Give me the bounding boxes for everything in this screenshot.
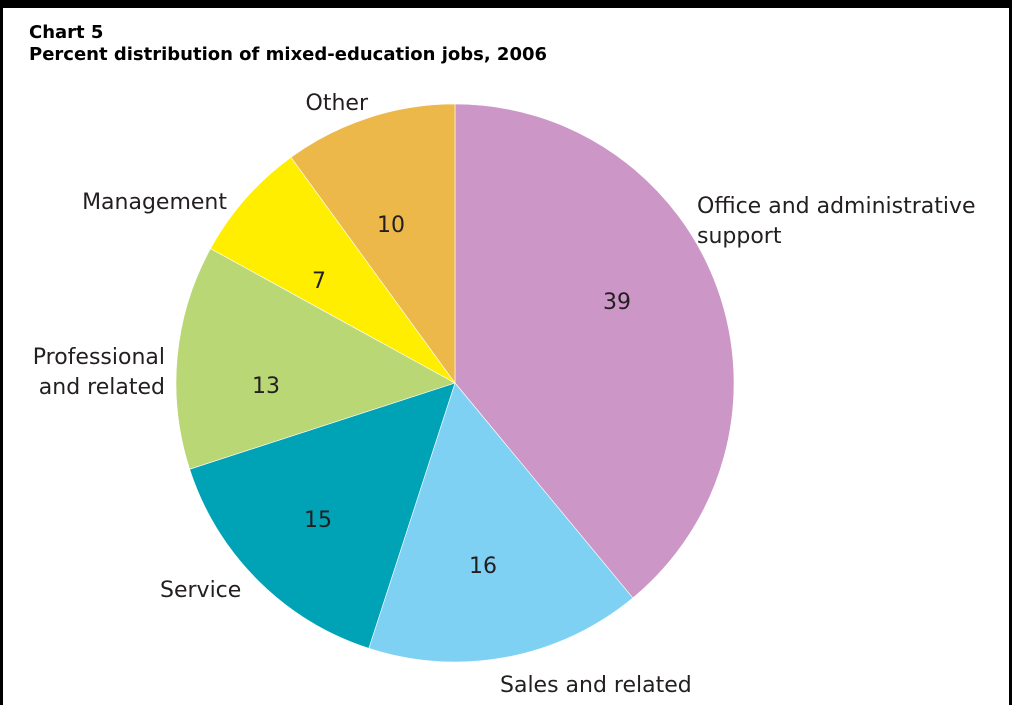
slice-label-office-and-administrative-support: Office and administrative support <box>697 194 976 249</box>
pie-slice-office-and-administrative-support <box>454 103 735 599</box>
slice-label-service: Service <box>160 578 241 603</box>
slice-value-sales-and-related: 16 <box>469 554 497 579</box>
pie-slice-management <box>210 156 456 384</box>
slice-value-office-and-administrative-support: 39 <box>603 290 631 315</box>
pie-category-labels: Office and administrative support Sales an… <box>33 91 976 698</box>
slice-value-other: 10 <box>377 213 405 238</box>
slice-label-professional-and-related: Professional and related <box>33 345 165 400</box>
slice-label-other: Other <box>306 91 369 116</box>
slice-value-service: 15 <box>304 508 332 533</box>
pie-slice-professional-and-related <box>175 248 456 470</box>
chart-title: Percent distribution of mixed-education … <box>29 44 548 65</box>
slice-label-management: Management <box>82 190 227 215</box>
pie-slices <box>175 103 735 663</box>
slice-value-professional-and-related: 13 <box>252 374 280 399</box>
pie-slice-service <box>189 382 456 649</box>
slice-label-sales-and-related: Sales and related <box>500 673 692 698</box>
pie-value-labels: 39 16 15 13 7 10 <box>252 213 631 579</box>
pie-slice-other <box>290 103 456 384</box>
chart-number: Chart 5 <box>29 22 104 43</box>
slice-value-management: 7 <box>312 269 326 294</box>
chart-title-block: Chart 5 Percent distribution of mixed-ed… <box>29 22 547 66</box>
pie-slice-sales-and-related <box>368 382 634 663</box>
